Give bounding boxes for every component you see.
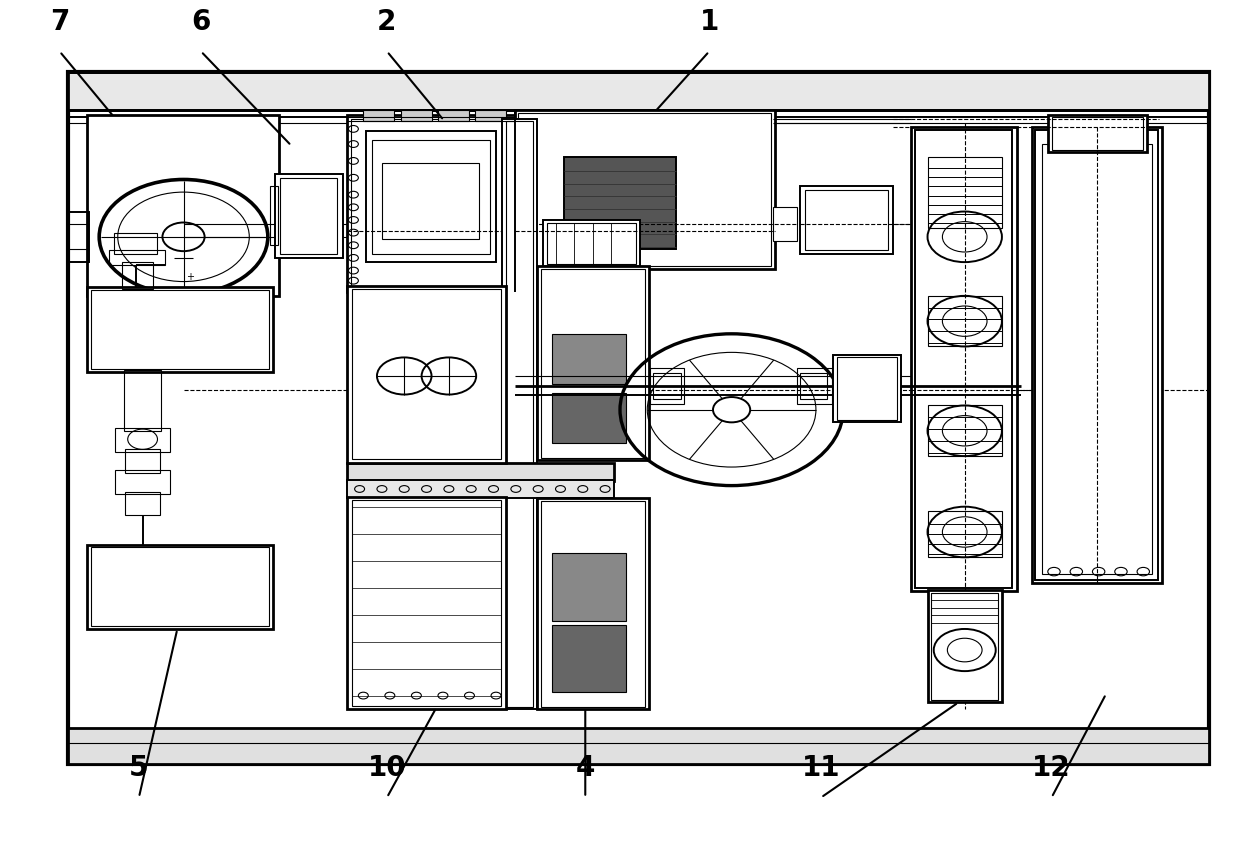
- Bar: [541, 269, 645, 457]
- Bar: [352, 500, 501, 706]
- Bar: [797, 368, 832, 403]
- Bar: [115, 428, 170, 452]
- Bar: [275, 174, 343, 258]
- Bar: [928, 511, 1002, 557]
- Bar: [438, 111, 469, 122]
- Bar: [502, 119, 537, 709]
- Bar: [68, 73, 1209, 764]
- Bar: [125, 491, 160, 515]
- Bar: [366, 132, 496, 262]
- Bar: [543, 220, 640, 267]
- Bar: [363, 111, 394, 122]
- Bar: [475, 111, 506, 122]
- Bar: [552, 625, 626, 692]
- Bar: [270, 187, 278, 246]
- Bar: [564, 157, 676, 250]
- Bar: [347, 496, 506, 709]
- Bar: [87, 544, 273, 629]
- Text: 1: 1: [699, 8, 719, 36]
- Bar: [352, 289, 501, 459]
- Bar: [650, 368, 684, 403]
- Bar: [124, 370, 161, 430]
- Bar: [506, 122, 533, 706]
- Bar: [1048, 115, 1147, 153]
- Bar: [91, 547, 269, 626]
- Bar: [928, 405, 1002, 456]
- Bar: [122, 262, 153, 289]
- Text: 2: 2: [377, 8, 397, 36]
- Bar: [401, 111, 432, 122]
- Bar: [1042, 144, 1152, 574]
- Bar: [1052, 117, 1143, 150]
- Bar: [547, 224, 636, 264]
- Bar: [928, 590, 1002, 702]
- Text: 11: 11: [801, 755, 841, 782]
- Bar: [502, 208, 518, 241]
- Bar: [833, 354, 901, 422]
- Text: 5: 5: [129, 755, 149, 782]
- Bar: [928, 296, 1002, 346]
- Bar: [800, 187, 893, 254]
- Text: 6: 6: [191, 8, 211, 36]
- Bar: [87, 288, 273, 371]
- Bar: [653, 373, 681, 398]
- Bar: [125, 449, 160, 473]
- Bar: [805, 190, 888, 251]
- Text: 4: 4: [575, 755, 595, 782]
- Bar: [351, 119, 510, 289]
- Text: 7: 7: [50, 8, 69, 36]
- Bar: [537, 267, 649, 460]
- Bar: [68, 212, 89, 262]
- Bar: [915, 130, 1012, 588]
- Bar: [68, 73, 1209, 111]
- Bar: [87, 115, 279, 296]
- Bar: [515, 111, 775, 269]
- Bar: [928, 157, 1002, 229]
- Bar: [372, 140, 490, 254]
- Bar: [91, 290, 269, 369]
- Bar: [837, 357, 897, 419]
- Bar: [931, 592, 998, 700]
- Bar: [115, 470, 170, 494]
- Bar: [347, 286, 506, 463]
- Bar: [114, 233, 157, 254]
- Bar: [347, 463, 614, 481]
- Bar: [109, 251, 165, 266]
- Bar: [347, 479, 614, 498]
- Bar: [382, 163, 479, 239]
- Bar: [911, 127, 1017, 591]
- Bar: [773, 208, 797, 241]
- Bar: [541, 500, 645, 706]
- Bar: [552, 392, 626, 443]
- Text: 12: 12: [1032, 755, 1071, 782]
- Bar: [1032, 127, 1162, 582]
- Bar: [68, 728, 1209, 764]
- Bar: [537, 498, 649, 709]
- Text: 10: 10: [367, 755, 407, 782]
- Bar: [280, 178, 337, 254]
- Bar: [347, 115, 515, 292]
- Text: +: +: [186, 273, 193, 282]
- Bar: [1035, 130, 1158, 580]
- Bar: [552, 553, 626, 620]
- Bar: [552, 334, 626, 384]
- Bar: [518, 113, 771, 267]
- Bar: [800, 373, 827, 398]
